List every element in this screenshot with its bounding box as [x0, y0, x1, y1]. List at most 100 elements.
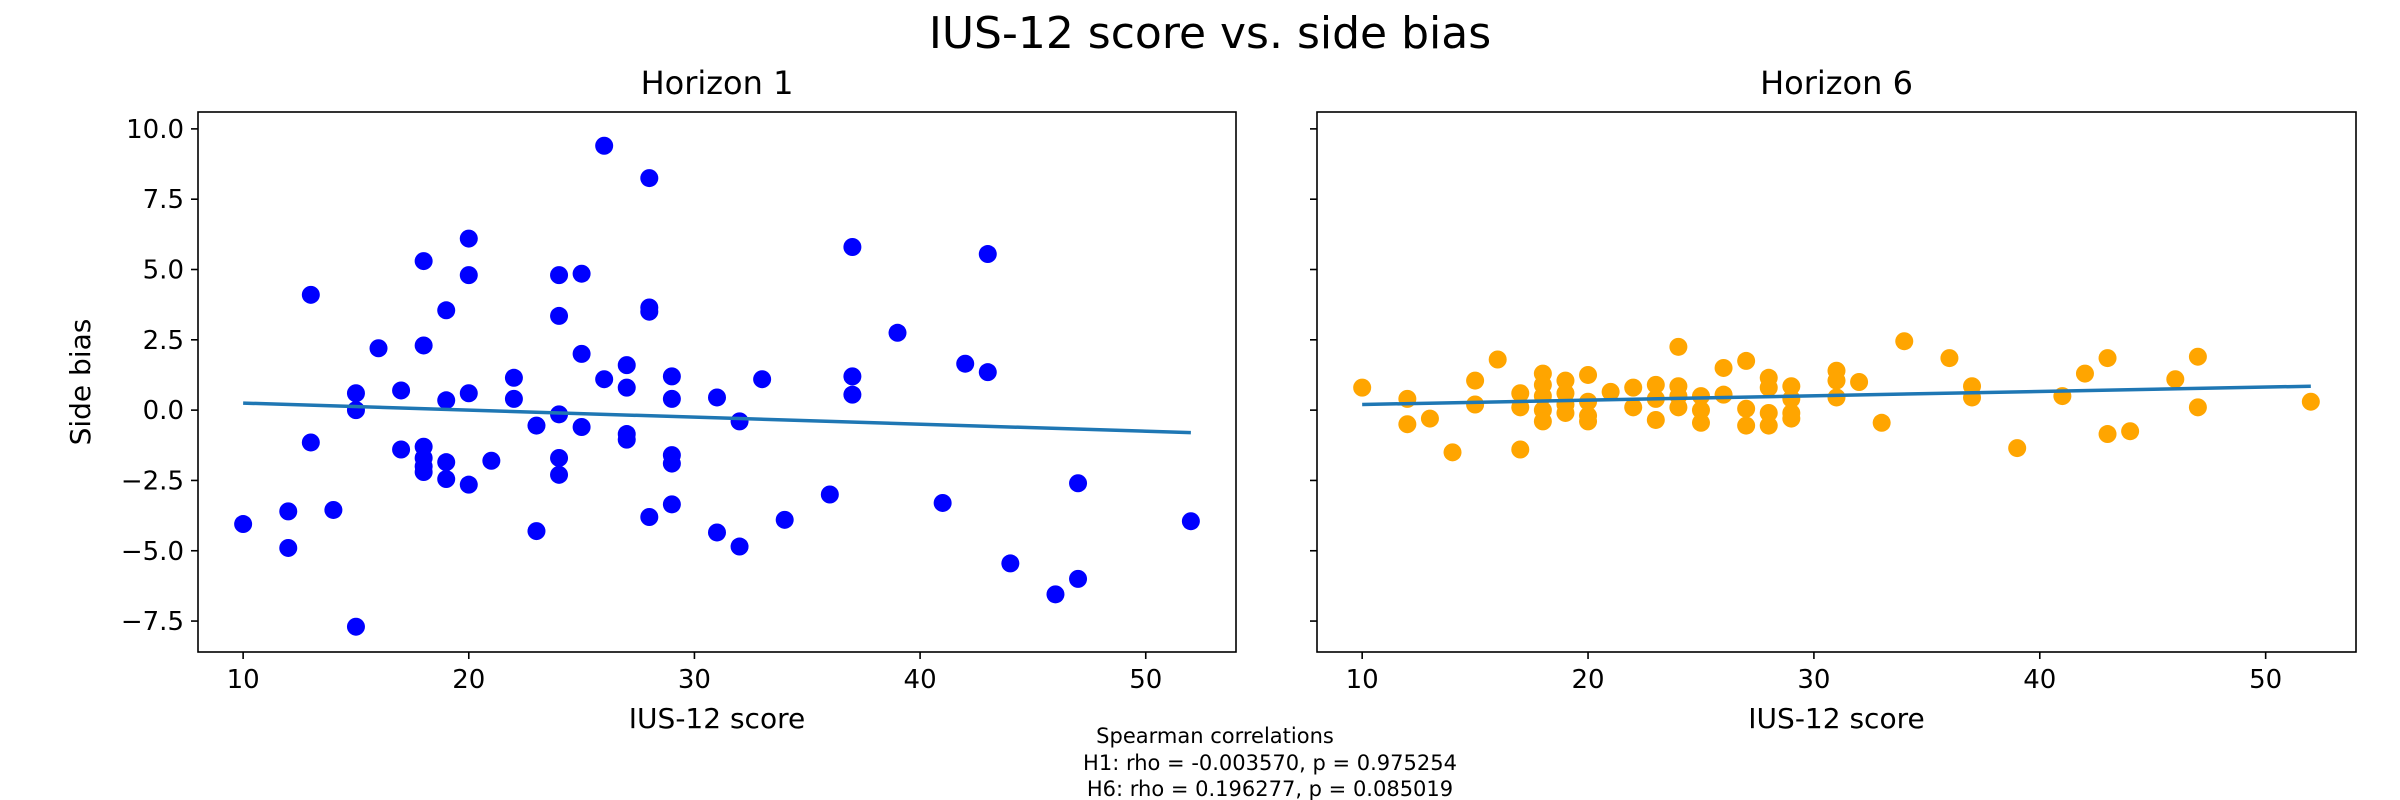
data-point — [2075, 364, 2094, 383]
data-point — [1714, 358, 1733, 377]
data-point — [1398, 415, 1417, 434]
data-point — [1737, 351, 1756, 370]
trend-line — [243, 401, 1191, 435]
data-point — [1737, 416, 1756, 435]
data-point — [1488, 350, 1507, 369]
data-point — [1466, 395, 1485, 414]
data-point — [437, 470, 456, 489]
trend-line — [1362, 384, 2311, 407]
data-point — [572, 264, 591, 283]
data-point — [1069, 474, 1088, 493]
data-point — [279, 502, 298, 521]
data-point — [392, 440, 411, 459]
x-tick-label: 10 — [227, 665, 260, 695]
data-point — [414, 463, 433, 481]
data-point — [1579, 412, 1598, 431]
data-point — [346, 384, 365, 403]
data-point — [324, 500, 343, 519]
data-point — [504, 368, 523, 387]
data-point — [369, 339, 388, 358]
data-point — [1556, 371, 1575, 390]
y-tick-label: 10.0 — [126, 115, 184, 145]
data-point — [662, 454, 681, 473]
data-point — [437, 391, 456, 410]
x-tick-label: 40 — [904, 665, 937, 695]
data-point — [662, 389, 681, 408]
data-point — [640, 508, 659, 526]
data-point — [2188, 398, 2207, 417]
figure-title: IUS-12 score vs. side bias — [929, 8, 1491, 59]
y-axis-label: Side bias — [64, 319, 97, 446]
data-point — [482, 451, 501, 470]
data-point — [775, 510, 794, 529]
data-point — [346, 617, 365, 636]
data-point — [1669, 337, 1688, 356]
data-point — [662, 495, 681, 514]
data-point — [1646, 410, 1665, 429]
panel-title: Horizon 1 — [641, 64, 794, 102]
data-point — [550, 306, 569, 325]
x-tick-label: 50 — [1129, 665, 1162, 695]
data-point — [978, 245, 997, 264]
footnote-line-1: Spearman correlations — [1096, 724, 1334, 748]
data-point — [437, 301, 456, 320]
data-point — [956, 354, 975, 373]
data-point — [414, 336, 433, 355]
data-point — [1872, 413, 1891, 432]
data-point — [1827, 388, 1846, 407]
data-point — [1691, 413, 1710, 432]
data-point — [640, 169, 659, 188]
data-point — [550, 465, 569, 484]
data-point — [1181, 512, 1200, 531]
data-point — [279, 538, 298, 557]
data-point — [1691, 387, 1710, 406]
data-point — [414, 252, 433, 271]
data-point — [1850, 373, 1869, 391]
panel-title: Horizon 6 — [1760, 64, 1913, 102]
panel-horizon-1: 10 20 30 40 50 −7.5 −5.0 −2.5 0.0 2.5 5.0 7.5 10.0 Ho… — [64, 64, 1237, 735]
data-point — [1046, 585, 1065, 604]
data-point — [1511, 440, 1530, 459]
data-point — [527, 522, 546, 541]
y-tick-label: 7.5 — [143, 185, 184, 215]
data-point — [1556, 403, 1575, 422]
axes-frame — [197, 111, 1237, 653]
data-point — [1759, 416, 1778, 435]
data-point — [459, 475, 478, 494]
y-tick-label: −2.5 — [121, 466, 184, 496]
data-point — [2121, 422, 2140, 441]
x-tick-label: 50 — [2249, 665, 2282, 695]
y-tick-label: 5.0 — [143, 256, 184, 286]
data-point — [617, 378, 636, 397]
data-point — [1624, 378, 1643, 397]
data-point — [1759, 378, 1778, 397]
data-point — [1895, 332, 1914, 351]
x-tick-label: 30 — [678, 665, 711, 695]
data-point — [572, 418, 591, 436]
x-axis-label: IUS-12 score — [1748, 702, 1924, 735]
data-point — [2188, 347, 2207, 366]
y-tick-label: 0.0 — [143, 396, 184, 426]
data-point — [550, 266, 569, 285]
data-point — [1069, 569, 1088, 588]
data-point — [1782, 377, 1801, 396]
data-point — [459, 266, 478, 285]
data-point — [820, 485, 839, 504]
data-point — [978, 363, 997, 382]
data-point — [527, 416, 546, 435]
data-point — [234, 515, 253, 534]
data-point — [662, 367, 681, 386]
data-point — [1782, 389, 1801, 408]
data-point — [459, 384, 478, 403]
data-point — [617, 356, 636, 375]
data-point — [2008, 439, 2027, 458]
data-point — [730, 412, 749, 431]
data-point — [843, 238, 862, 256]
data-point — [843, 367, 862, 386]
data-point — [730, 537, 749, 556]
y-tick-label: −7.5 — [121, 607, 184, 637]
data-point — [504, 389, 523, 408]
data-point — [437, 453, 456, 472]
y-tick-label: 2.5 — [143, 326, 184, 356]
footnote-line-3: H6: rho = 0.196277, p = 0.085019 — [1087, 777, 1453, 800]
